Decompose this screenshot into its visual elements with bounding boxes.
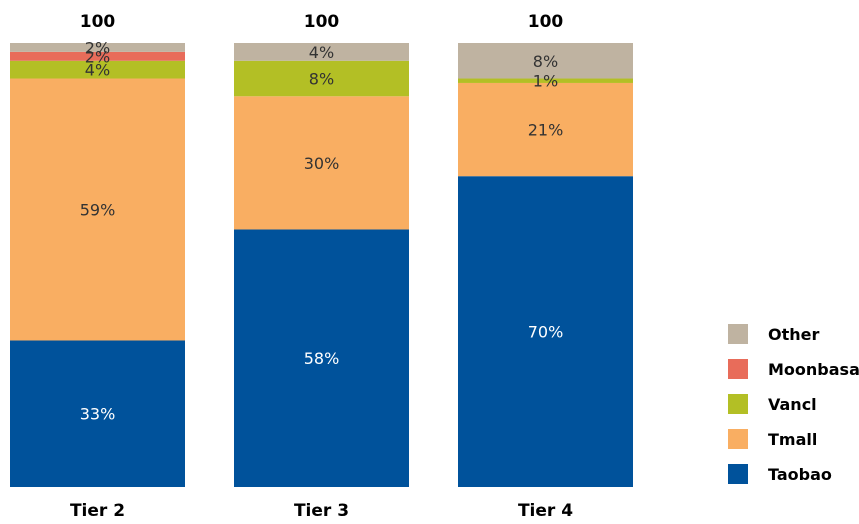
bar-segment-tmall-tier-3 bbox=[234, 96, 409, 230]
bars-group bbox=[10, 43, 633, 488]
data-label-vancl-tier-3: 8% bbox=[309, 70, 334, 89]
legend-item-tmall: Tmall bbox=[728, 429, 817, 449]
data-label-other-tier-3: 4% bbox=[309, 43, 334, 62]
data-label-taobao-tier-4: 70% bbox=[528, 323, 564, 342]
bar-segment-tmall-tier-4 bbox=[458, 82, 633, 177]
bar-segment-other-tier-3 bbox=[234, 43, 409, 61]
legend-label-tmall: Tmall bbox=[768, 430, 817, 449]
legend-item-moonbasa: Moonbasa bbox=[728, 359, 859, 379]
legend-swatch-vancl bbox=[728, 394, 748, 414]
category-label-tier-3: Tier 3 bbox=[294, 501, 349, 521]
segment-labels-group: 33%59%4%2%2%58%30%8%4%70%21%1%8% bbox=[80, 38, 564, 423]
legend-label-vancl: Vancl bbox=[768, 395, 817, 414]
bar-segment-taobao-tier-3 bbox=[234, 229, 409, 488]
data-label-moonbasa-tier-2: 2% bbox=[85, 47, 110, 66]
legend-label-other: Other bbox=[768, 325, 819, 344]
bar-segment-other-tier-2 bbox=[10, 43, 185, 52]
bar-segment-moonbasa-tier-2 bbox=[10, 51, 185, 61]
bar-segment-other-tier-4 bbox=[458, 43, 633, 79]
data-label-tmall-tier-4: 21% bbox=[528, 121, 564, 140]
legend-swatch-moonbasa bbox=[728, 359, 748, 379]
total-labels-group: 100 100 100 bbox=[80, 12, 564, 32]
data-label-taobao-tier-3: 58% bbox=[304, 349, 340, 368]
data-label-other-tier-4: 8% bbox=[533, 52, 558, 71]
total-label-tier-2: 100 bbox=[80, 12, 116, 32]
legend-item-other: Other bbox=[728, 324, 819, 344]
data-label-vancl-tier-2: 4% bbox=[85, 61, 110, 80]
bar-segment-tmall-tier-2 bbox=[10, 78, 185, 341]
data-label-other-tier-2: 2% bbox=[85, 38, 110, 57]
total-label-tier-4: 100 bbox=[528, 12, 564, 32]
bar-segment-taobao-tier-2 bbox=[10, 340, 185, 487]
category-label-tier-4: Tier 4 bbox=[518, 501, 573, 521]
bar-segment-taobao-tier-4 bbox=[458, 176, 633, 487]
legend-swatch-tmall bbox=[728, 429, 748, 449]
bar-segment-vancl-tier-3 bbox=[234, 60, 409, 97]
legend-swatch-other bbox=[728, 324, 748, 344]
data-label-vancl-tier-4: 1% bbox=[533, 72, 558, 91]
data-label-tmall-tier-2: 59% bbox=[80, 201, 116, 220]
data-label-taobao-tier-2: 33% bbox=[80, 405, 116, 424]
bar-segment-vancl-tier-4 bbox=[458, 78, 633, 83]
legend-item-vancl: Vancl bbox=[728, 394, 817, 414]
legend: Other Moonbasa Vancl Tmall Taobao bbox=[728, 324, 859, 484]
category-label-tier-2: Tier 2 bbox=[70, 501, 125, 521]
bar-segment-vancl-tier-2 bbox=[10, 60, 185, 79]
total-label-tier-3: 100 bbox=[304, 12, 340, 32]
legend-item-taobao: Taobao bbox=[728, 464, 832, 484]
legend-label-moonbasa: Moonbasa bbox=[768, 360, 859, 379]
category-labels-group: Tier 2 Tier 3 Tier 4 bbox=[70, 501, 573, 521]
data-label-tmall-tier-3: 30% bbox=[304, 154, 340, 173]
legend-swatch-taobao bbox=[728, 464, 748, 484]
legend-label-taobao: Taobao bbox=[768, 465, 832, 484]
